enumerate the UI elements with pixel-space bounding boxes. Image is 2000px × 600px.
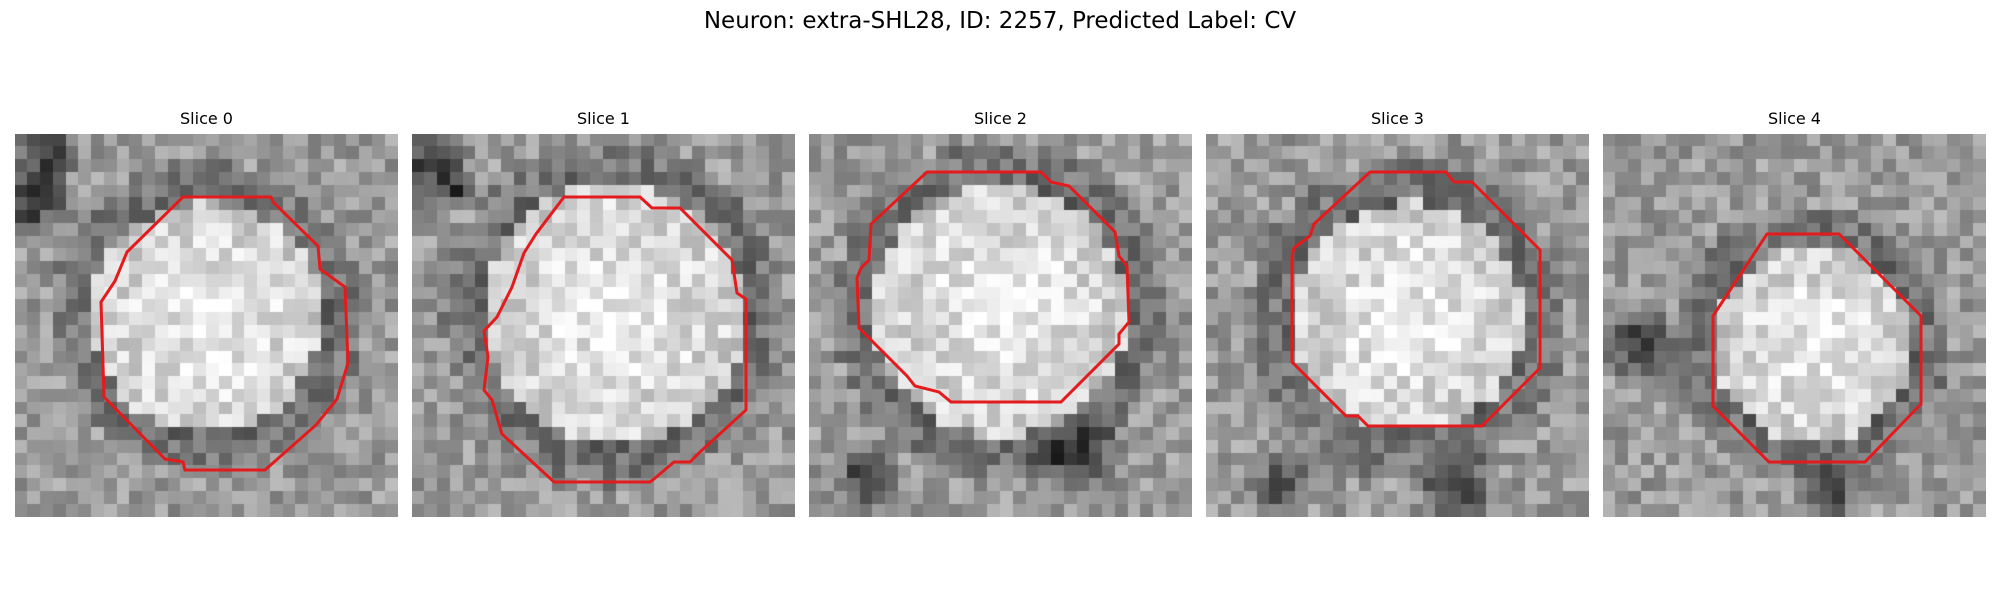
figure-title: Neuron: extra-SHL28, ID: 2257, Predicted… xyxy=(703,8,1297,34)
slice-title: Slice 0 xyxy=(180,109,233,128)
segmentation-contour xyxy=(482,195,748,484)
slice-title: Slice 1 xyxy=(577,109,630,128)
slice-panel-2: Slice 2 xyxy=(809,108,1192,517)
slice-panel-3: Slice 3 xyxy=(1206,108,1589,517)
slice-panel-4: Slice 4 xyxy=(1603,108,1986,517)
slice-panel-0: Slice 0 xyxy=(15,108,398,517)
slice-title: Slice 4 xyxy=(1768,109,1821,128)
segmentation-contour xyxy=(855,170,1131,404)
contour-overlay xyxy=(1711,232,1923,464)
segmentation-contour xyxy=(99,195,350,472)
contour-overlay xyxy=(1290,170,1542,428)
segmentation-contour xyxy=(1711,232,1923,464)
contour-overlay xyxy=(482,195,748,484)
contour-overlay xyxy=(855,170,1131,404)
slice-title: Slice 2 xyxy=(974,109,1027,128)
grayscale-image xyxy=(1206,134,1589,517)
contour-overlay xyxy=(99,195,350,472)
grayscale-image xyxy=(809,134,1192,517)
slice-panel-1: Slice 1 xyxy=(412,108,795,517)
segmentation-contour xyxy=(1290,170,1542,428)
slice-title: Slice 3 xyxy=(1371,109,1424,128)
